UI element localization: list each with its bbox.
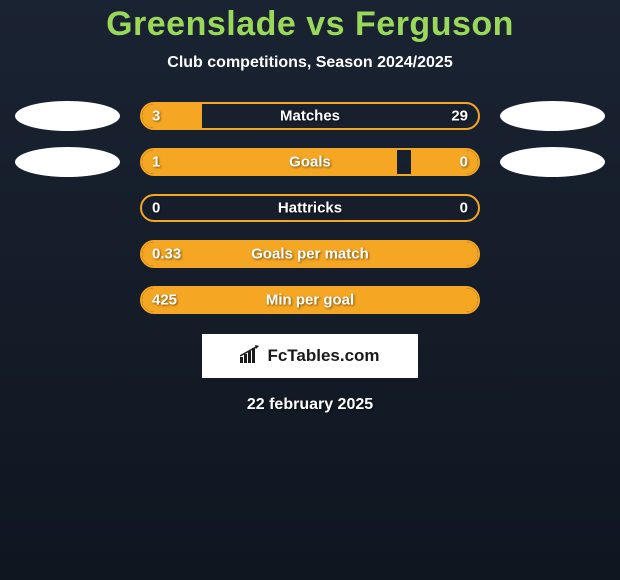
stat-label: Min per goal	[266, 292, 354, 309]
infographic-container: Greenslade vs Ferguson Club competitions…	[0, 0, 620, 414]
logo-text: FcTables.com	[267, 346, 379, 366]
stat-row: 0.33 Goals per match	[0, 240, 620, 268]
subtitle: Club competitions, Season 2024/2025	[0, 54, 620, 72]
bars-chart-icon	[240, 345, 262, 368]
stat-bar: 425 Min per goal	[140, 286, 480, 314]
player-right-oval	[500, 101, 605, 131]
logo-box: FcTables.com	[202, 334, 418, 378]
bars-list: 3 Matches 29 1 Goals 0 0 Hattricks 0 0.33 Goals pe…	[0, 102, 620, 314]
stat-bar: 1 Goals 0	[140, 148, 480, 176]
stat-row: 425 Min per goal	[0, 286, 620, 314]
player-left-oval	[15, 101, 120, 131]
stat-left-value: 3	[152, 108, 160, 125]
player-right-oval	[500, 147, 605, 177]
stat-row: 0 Hattricks 0	[0, 194, 620, 222]
stat-right-value: 0	[460, 154, 468, 171]
stat-label: Hattricks	[278, 200, 342, 217]
stat-left-value: 0.33	[152, 246, 181, 263]
stat-left-value: 425	[152, 292, 177, 309]
stat-left-value: 1	[152, 154, 160, 171]
stat-bar: 0 Hattricks 0	[140, 194, 480, 222]
stat-label: Goals per match	[251, 246, 369, 263]
bar-fill-left	[142, 150, 397, 174]
page-title: Greenslade vs Ferguson	[0, 5, 620, 44]
stat-right-value: 0	[460, 200, 468, 217]
date-label: 22 february 2025	[0, 396, 620, 414]
stat-bar: 3 Matches 29	[140, 102, 480, 130]
stat-bar: 0.33 Goals per match	[140, 240, 480, 268]
logo: FcTables.com	[240, 345, 379, 368]
stat-row: 3 Matches 29	[0, 102, 620, 130]
stat-left-value: 0	[152, 200, 160, 217]
stat-label: Matches	[280, 108, 340, 125]
player-left-oval	[15, 147, 120, 177]
stat-label: Goals	[289, 154, 331, 171]
stat-row: 1 Goals 0	[0, 148, 620, 176]
stat-right-value: 29	[451, 108, 468, 125]
